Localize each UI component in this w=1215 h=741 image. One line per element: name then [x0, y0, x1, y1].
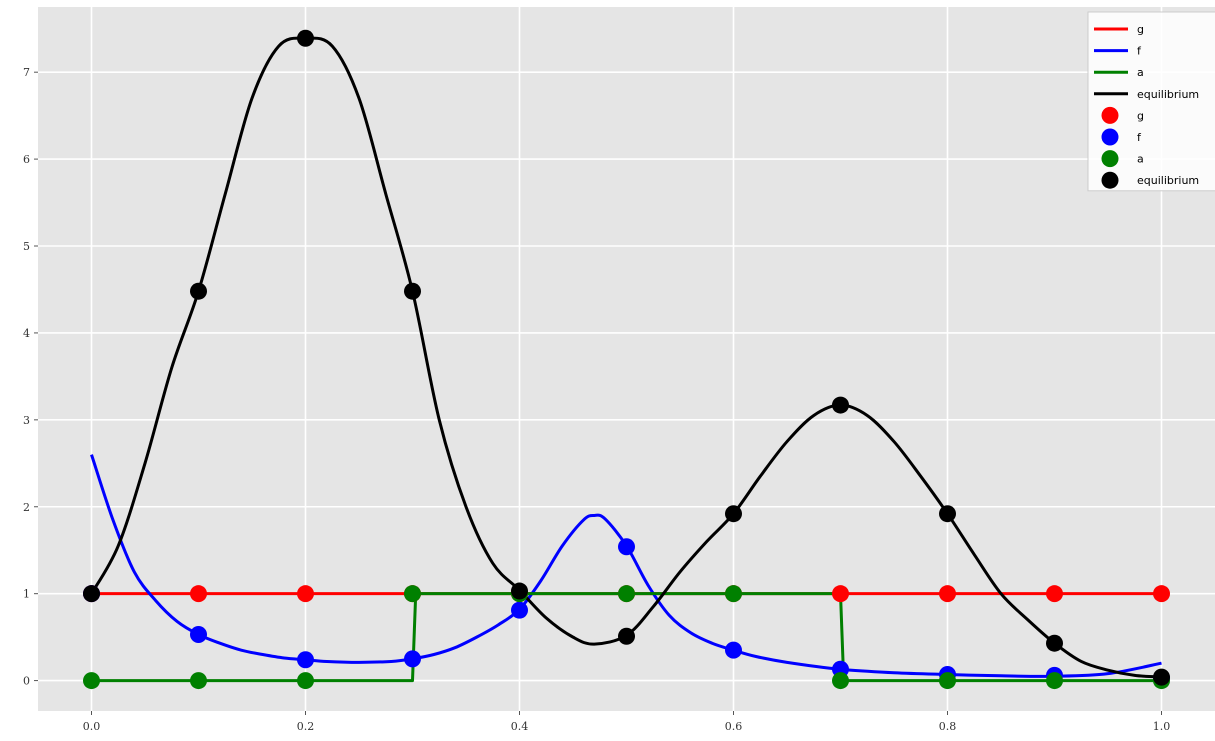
marker-f	[618, 538, 635, 556]
y-tick-label: 5	[23, 240, 30, 253]
legend-marker-swatch	[1101, 150, 1119, 168]
marker-g	[939, 585, 956, 603]
marker-a	[1046, 672, 1063, 690]
legend-marker-swatch	[1101, 106, 1119, 124]
series-line-f	[90, 454, 1162, 678]
marker-a	[618, 585, 635, 603]
marker-equilibrium	[939, 505, 956, 523]
marker-a	[404, 585, 421, 603]
marker-a	[190, 672, 207, 690]
y-tick-label: 7	[23, 66, 30, 79]
x-tick-label: 0.8	[939, 720, 957, 733]
y-tick-label: 0	[23, 675, 30, 688]
y-tick-label: 3	[23, 414, 30, 427]
marker-a	[83, 672, 100, 690]
marker-a	[939, 672, 956, 690]
series-markers	[83, 29, 1170, 690]
legend-label: g	[1137, 23, 1144, 36]
marker-f	[190, 626, 207, 644]
x-tick-label: 0.0	[83, 720, 101, 733]
x-tick-label: 0.4	[511, 720, 529, 733]
marker-equilibrium	[1153, 668, 1170, 686]
legend-label: a	[1137, 153, 1144, 166]
series-line-equilibrium	[90, 36, 1162, 679]
x-tick-label: 0.2	[297, 720, 315, 733]
marker-equilibrium	[832, 396, 849, 414]
marker-equilibrium	[404, 282, 421, 300]
marker-equilibrium	[1046, 634, 1063, 652]
legend-label: g	[1137, 109, 1144, 122]
marker-equilibrium	[618, 627, 635, 645]
marker-g	[1153, 585, 1170, 603]
legend-label: equilibrium	[1137, 88, 1199, 101]
marker-a	[725, 585, 742, 603]
marker-g	[832, 585, 849, 603]
legend-label: f	[1137, 131, 1142, 144]
x-tick-label: 1.0	[1153, 720, 1171, 733]
marker-g	[1046, 585, 1063, 603]
marker-equilibrium	[725, 505, 742, 523]
y-tick-label: 4	[23, 327, 30, 340]
marker-f	[511, 601, 528, 619]
legend-label: a	[1137, 66, 1144, 79]
legend-label: equilibrium	[1137, 174, 1199, 187]
legend-marker-swatch	[1101, 171, 1119, 189]
marker-equilibrium	[190, 282, 207, 300]
marker-f	[297, 651, 314, 669]
marker-f	[725, 641, 742, 659]
marker-a	[832, 672, 849, 690]
marker-g	[190, 585, 207, 603]
marker-a	[297, 672, 314, 690]
legend-marker-swatch	[1101, 128, 1119, 146]
y-tick-label: 2	[23, 501, 30, 514]
marker-f	[404, 650, 421, 668]
marker-equilibrium	[511, 582, 528, 600]
y-tick-label: 6	[23, 153, 30, 166]
y-tick-label: 1	[23, 588, 30, 601]
marker-equilibrium	[297, 29, 314, 47]
x-axis-ticks: 0.0 0.2 0.4 0.6 0.8 1.0	[83, 711, 1171, 733]
y-axis-ticks: 0 1 2 3 4 5 6 7	[23, 66, 38, 688]
x-tick-label: 0.6	[725, 720, 743, 733]
marker-equilibrium	[83, 585, 100, 603]
legend-label: f	[1137, 45, 1142, 58]
plot-background	[38, 7, 1215, 711]
marker-g	[297, 585, 314, 603]
